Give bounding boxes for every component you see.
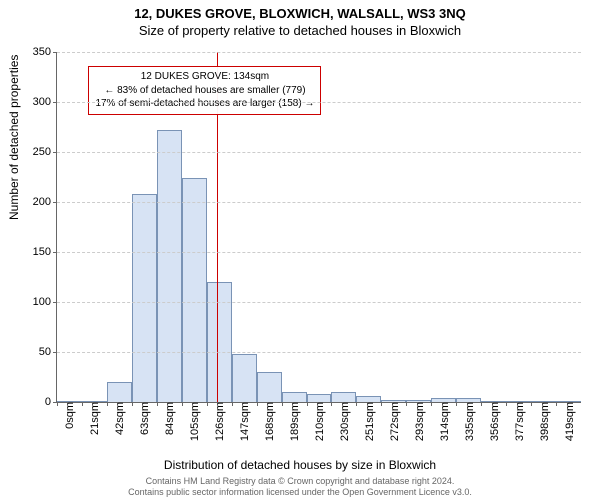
xtick-mark bbox=[57, 402, 58, 406]
info-box: 12 DUKES GROVE: 134sqm ← 83% of detached… bbox=[88, 66, 321, 115]
gridline-h bbox=[57, 352, 581, 353]
xtick-label: 105sqm bbox=[187, 402, 201, 441]
histogram-bar bbox=[307, 394, 332, 402]
histogram-bar bbox=[157, 130, 182, 402]
xtick-label: 293sqm bbox=[412, 402, 426, 441]
xtick-mark bbox=[282, 402, 283, 406]
plot-area: 12 DUKES GROVE: 134sqm ← 83% of detached… bbox=[56, 52, 581, 403]
xtick-mark bbox=[132, 402, 133, 406]
ytick-label: 350 bbox=[33, 46, 57, 58]
xtick-mark bbox=[157, 402, 158, 406]
xtick-label: 272sqm bbox=[387, 402, 401, 441]
xtick-label: 230sqm bbox=[337, 402, 351, 441]
histogram-bar bbox=[182, 178, 207, 402]
xtick-label: 251sqm bbox=[362, 402, 376, 441]
xtick-mark bbox=[506, 402, 507, 406]
ytick-label: 250 bbox=[33, 146, 57, 158]
xtick-mark bbox=[257, 402, 258, 406]
gridline-h bbox=[57, 102, 581, 103]
xtick-label: 21sqm bbox=[87, 402, 101, 435]
chart-title-sub: Size of property relative to detached ho… bbox=[0, 21, 600, 38]
xtick-label: 210sqm bbox=[312, 402, 326, 441]
xtick-mark bbox=[107, 402, 108, 406]
y-axis-title: Number of detached properties bbox=[7, 55, 21, 220]
xtick-label: 126sqm bbox=[212, 402, 226, 441]
xtick-mark bbox=[207, 402, 208, 406]
histogram-bar bbox=[207, 282, 232, 402]
xtick-label: 42sqm bbox=[112, 402, 126, 435]
chart-container: 12, DUKES GROVE, BLOXWICH, WALSALL, WS3 … bbox=[0, 0, 600, 500]
footer: Contains HM Land Registry data © Crown c… bbox=[0, 476, 600, 498]
xtick-label: 63sqm bbox=[137, 402, 151, 435]
xtick-mark bbox=[481, 402, 482, 406]
xtick-label: 147sqm bbox=[237, 402, 251, 441]
xtick-mark bbox=[232, 402, 233, 406]
xtick-label: 84sqm bbox=[162, 402, 176, 435]
info-line-3: 17% of semi-detached houses are larger (… bbox=[95, 97, 314, 111]
xtick-label: 0sqm bbox=[62, 402, 76, 429]
xtick-label: 189sqm bbox=[287, 402, 301, 441]
info-line-2: ← 83% of detached houses are smaller (77… bbox=[95, 84, 314, 98]
xtick-label: 398sqm bbox=[537, 402, 551, 441]
xtick-label: 419sqm bbox=[562, 402, 576, 441]
ytick-label: 300 bbox=[33, 96, 57, 108]
info-line-1: 12 DUKES GROVE: 134sqm bbox=[95, 70, 314, 84]
xtick-mark bbox=[556, 402, 557, 406]
histogram-bar bbox=[257, 372, 282, 402]
histogram-bar bbox=[107, 382, 132, 402]
histogram-bar bbox=[232, 354, 257, 402]
xtick-mark bbox=[356, 402, 357, 406]
ytick-label: 0 bbox=[45, 396, 57, 408]
gridline-h bbox=[57, 302, 581, 303]
histogram-bar bbox=[282, 392, 307, 402]
histogram-bar bbox=[331, 392, 356, 402]
histogram-bar bbox=[132, 194, 157, 402]
x-axis-title: Distribution of detached houses by size … bbox=[0, 458, 600, 472]
xtick-mark bbox=[307, 402, 308, 406]
xtick-label: 356sqm bbox=[487, 402, 501, 441]
xtick-mark bbox=[431, 402, 432, 406]
gridline-h bbox=[57, 52, 581, 53]
xtick-label: 168sqm bbox=[262, 402, 276, 441]
xtick-mark bbox=[406, 402, 407, 406]
ytick-label: 200 bbox=[33, 196, 57, 208]
xtick-label: 314sqm bbox=[437, 402, 451, 441]
gridline-h bbox=[57, 152, 581, 153]
footer-line-2: Contains public sector information licen… bbox=[0, 487, 600, 498]
footer-line-1: Contains HM Land Registry data © Crown c… bbox=[0, 476, 600, 487]
xtick-mark bbox=[182, 402, 183, 406]
xtick-label: 335sqm bbox=[462, 402, 476, 441]
xtick-label: 377sqm bbox=[512, 402, 526, 441]
xtick-mark bbox=[331, 402, 332, 406]
gridline-h bbox=[57, 252, 581, 253]
ytick-label: 150 bbox=[33, 246, 57, 258]
ytick-label: 50 bbox=[39, 346, 57, 358]
xtick-mark bbox=[531, 402, 532, 406]
xtick-mark bbox=[381, 402, 382, 406]
xtick-mark bbox=[82, 402, 83, 406]
gridline-h bbox=[57, 202, 581, 203]
ytick-label: 100 bbox=[33, 296, 57, 308]
chart-title-main: 12, DUKES GROVE, BLOXWICH, WALSALL, WS3 … bbox=[0, 0, 600, 21]
xtick-mark bbox=[456, 402, 457, 406]
